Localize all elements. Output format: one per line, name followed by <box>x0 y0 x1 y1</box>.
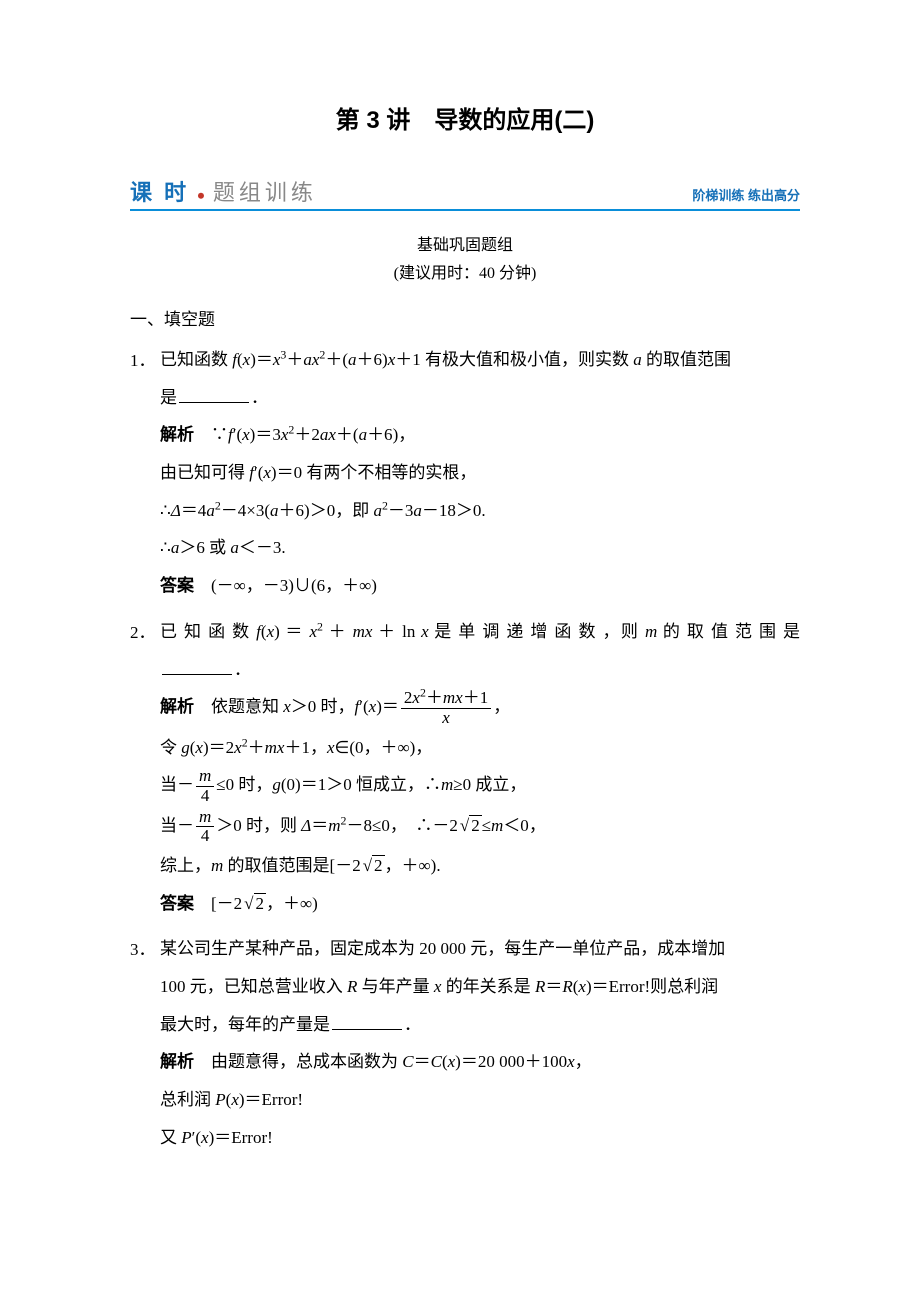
blank-field <box>179 385 249 403</box>
bar-blue-text: 课 时 <box>130 175 189 207</box>
bar-dot-icon: • <box>197 185 205 207</box>
problem-text: 已知函数 f(x)＝x3＋ax2＋(a＋6)x＋1 有极大值和极小值，则实数 a… <box>160 342 800 378</box>
solution-text: 令 g(x)＝2x2＋mx＋1，x∈(0，＋∞)， <box>160 730 800 766</box>
section-heading: 一、填空题 <box>130 305 800 330</box>
solution-text: ∴Δ＝4a2－4×3(a＋6)＞0，即 a2－3a－18＞0. <box>160 493 800 529</box>
solution-text: 总利润 P(x)＝Error! <box>160 1082 800 1118</box>
solution-label: 解析 <box>160 697 194 716</box>
problem-text: 最大时，每年的产量是． <box>160 1007 800 1043</box>
solution-text: 解析 ∵f′(x)＝3x2＋2ax＋(a＋6)， <box>160 417 800 453</box>
answer-text: 答案 [－22，＋∞) <box>160 886 800 922</box>
solution-text: 又 P′(x)＝Error! <box>160 1120 800 1156</box>
problem-text: ． <box>160 652 800 688</box>
problem-text: 是． <box>160 380 800 416</box>
error-text: Error! <box>231 1128 273 1147</box>
solution-text: ∴a＞6 或 a＜－3. <box>160 530 800 566</box>
solution-text: 解析 依题意知 x＞0 时，f′(x)＝2x2＋mx＋1x， <box>160 689 800 727</box>
problem-number: 2． <box>130 614 160 651</box>
bar-gray-text: 题组训练 <box>213 175 317 207</box>
section-bar-right: 阶梯训练 练出高分 <box>692 185 800 207</box>
page-container: 第 3 讲 导数的应用(二) 课 时 • 题组训练 阶梯训练 练出高分 基础巩固… <box>0 0 920 1302</box>
solution-text: 当－m4＞0 时，则 Δ＝m2－8≤0， ∴－22≤m＜0， <box>160 808 800 846</box>
answer-label: 答案 <box>160 894 194 913</box>
solution-label: 解析 <box>160 425 194 444</box>
problem-number: 1． <box>130 342 160 379</box>
solution-text: 解析 由题意得，总成本函数为 C＝C(x)＝20 000＋100x， <box>160 1044 800 1080</box>
section-bar: 课 时 • 题组训练 阶梯训练 练出高分 <box>130 175 800 211</box>
group-subtitle: 基础巩固题组 <box>130 231 800 255</box>
problem-number: 3． <box>130 931 160 968</box>
lesson-title: 第 3 讲 导数的应用(二) <box>130 100 800 135</box>
error-text: Error! <box>262 1090 304 1109</box>
solution-text: 综上，m 的取值范围是[－22，＋∞). <box>160 848 800 884</box>
solution-label: 解析 <box>160 1052 194 1071</box>
problem-text: 100 元，已知总营业收入 R 与年产量 x 的年关系是 R＝R(x)＝Erro… <box>160 969 800 1005</box>
problem-text: 已 知 函 数 f(x) ＝ x2 ＋ mx ＋ ln x 是 单 调 递 增 … <box>160 614 800 650</box>
problem-2: 2． 已 知 函 数 f(x) ＝ x2 ＋ mx ＋ ln x 是 单 调 递… <box>130 614 800 924</box>
blank-field <box>162 657 232 675</box>
section-bar-left: 课 时 • 题组训练 <box>130 175 317 207</box>
solution-text: 当－m4≤0 时，g(0)＝1＞0 恒成立，∴m≥0 成立， <box>160 767 800 805</box>
answer-label: 答案 <box>160 576 194 595</box>
error-text: Error! <box>609 977 651 996</box>
problem-3: 3． 某公司生产某种产品，固定成本为 20 000 元，每生产一单位产品，成本增… <box>130 931 800 1157</box>
answer-text: 答案 (－∞，－3)∪(6，＋∞) <box>160 568 800 604</box>
blank-field <box>332 1012 402 1030</box>
solution-text: 由已知可得 f′(x)＝0 有两个不相等的实根， <box>160 455 800 491</box>
time-hint: (建议用时：40 分钟) <box>130 259 800 283</box>
problem-text: 某公司生产某种产品，固定成本为 20 000 元，每生产一单位产品，成本增加 <box>160 931 800 967</box>
problem-1: 1． 已知函数 f(x)＝x3＋ax2＋(a＋6)x＋1 有极大值和极小值，则实… <box>130 342 800 606</box>
